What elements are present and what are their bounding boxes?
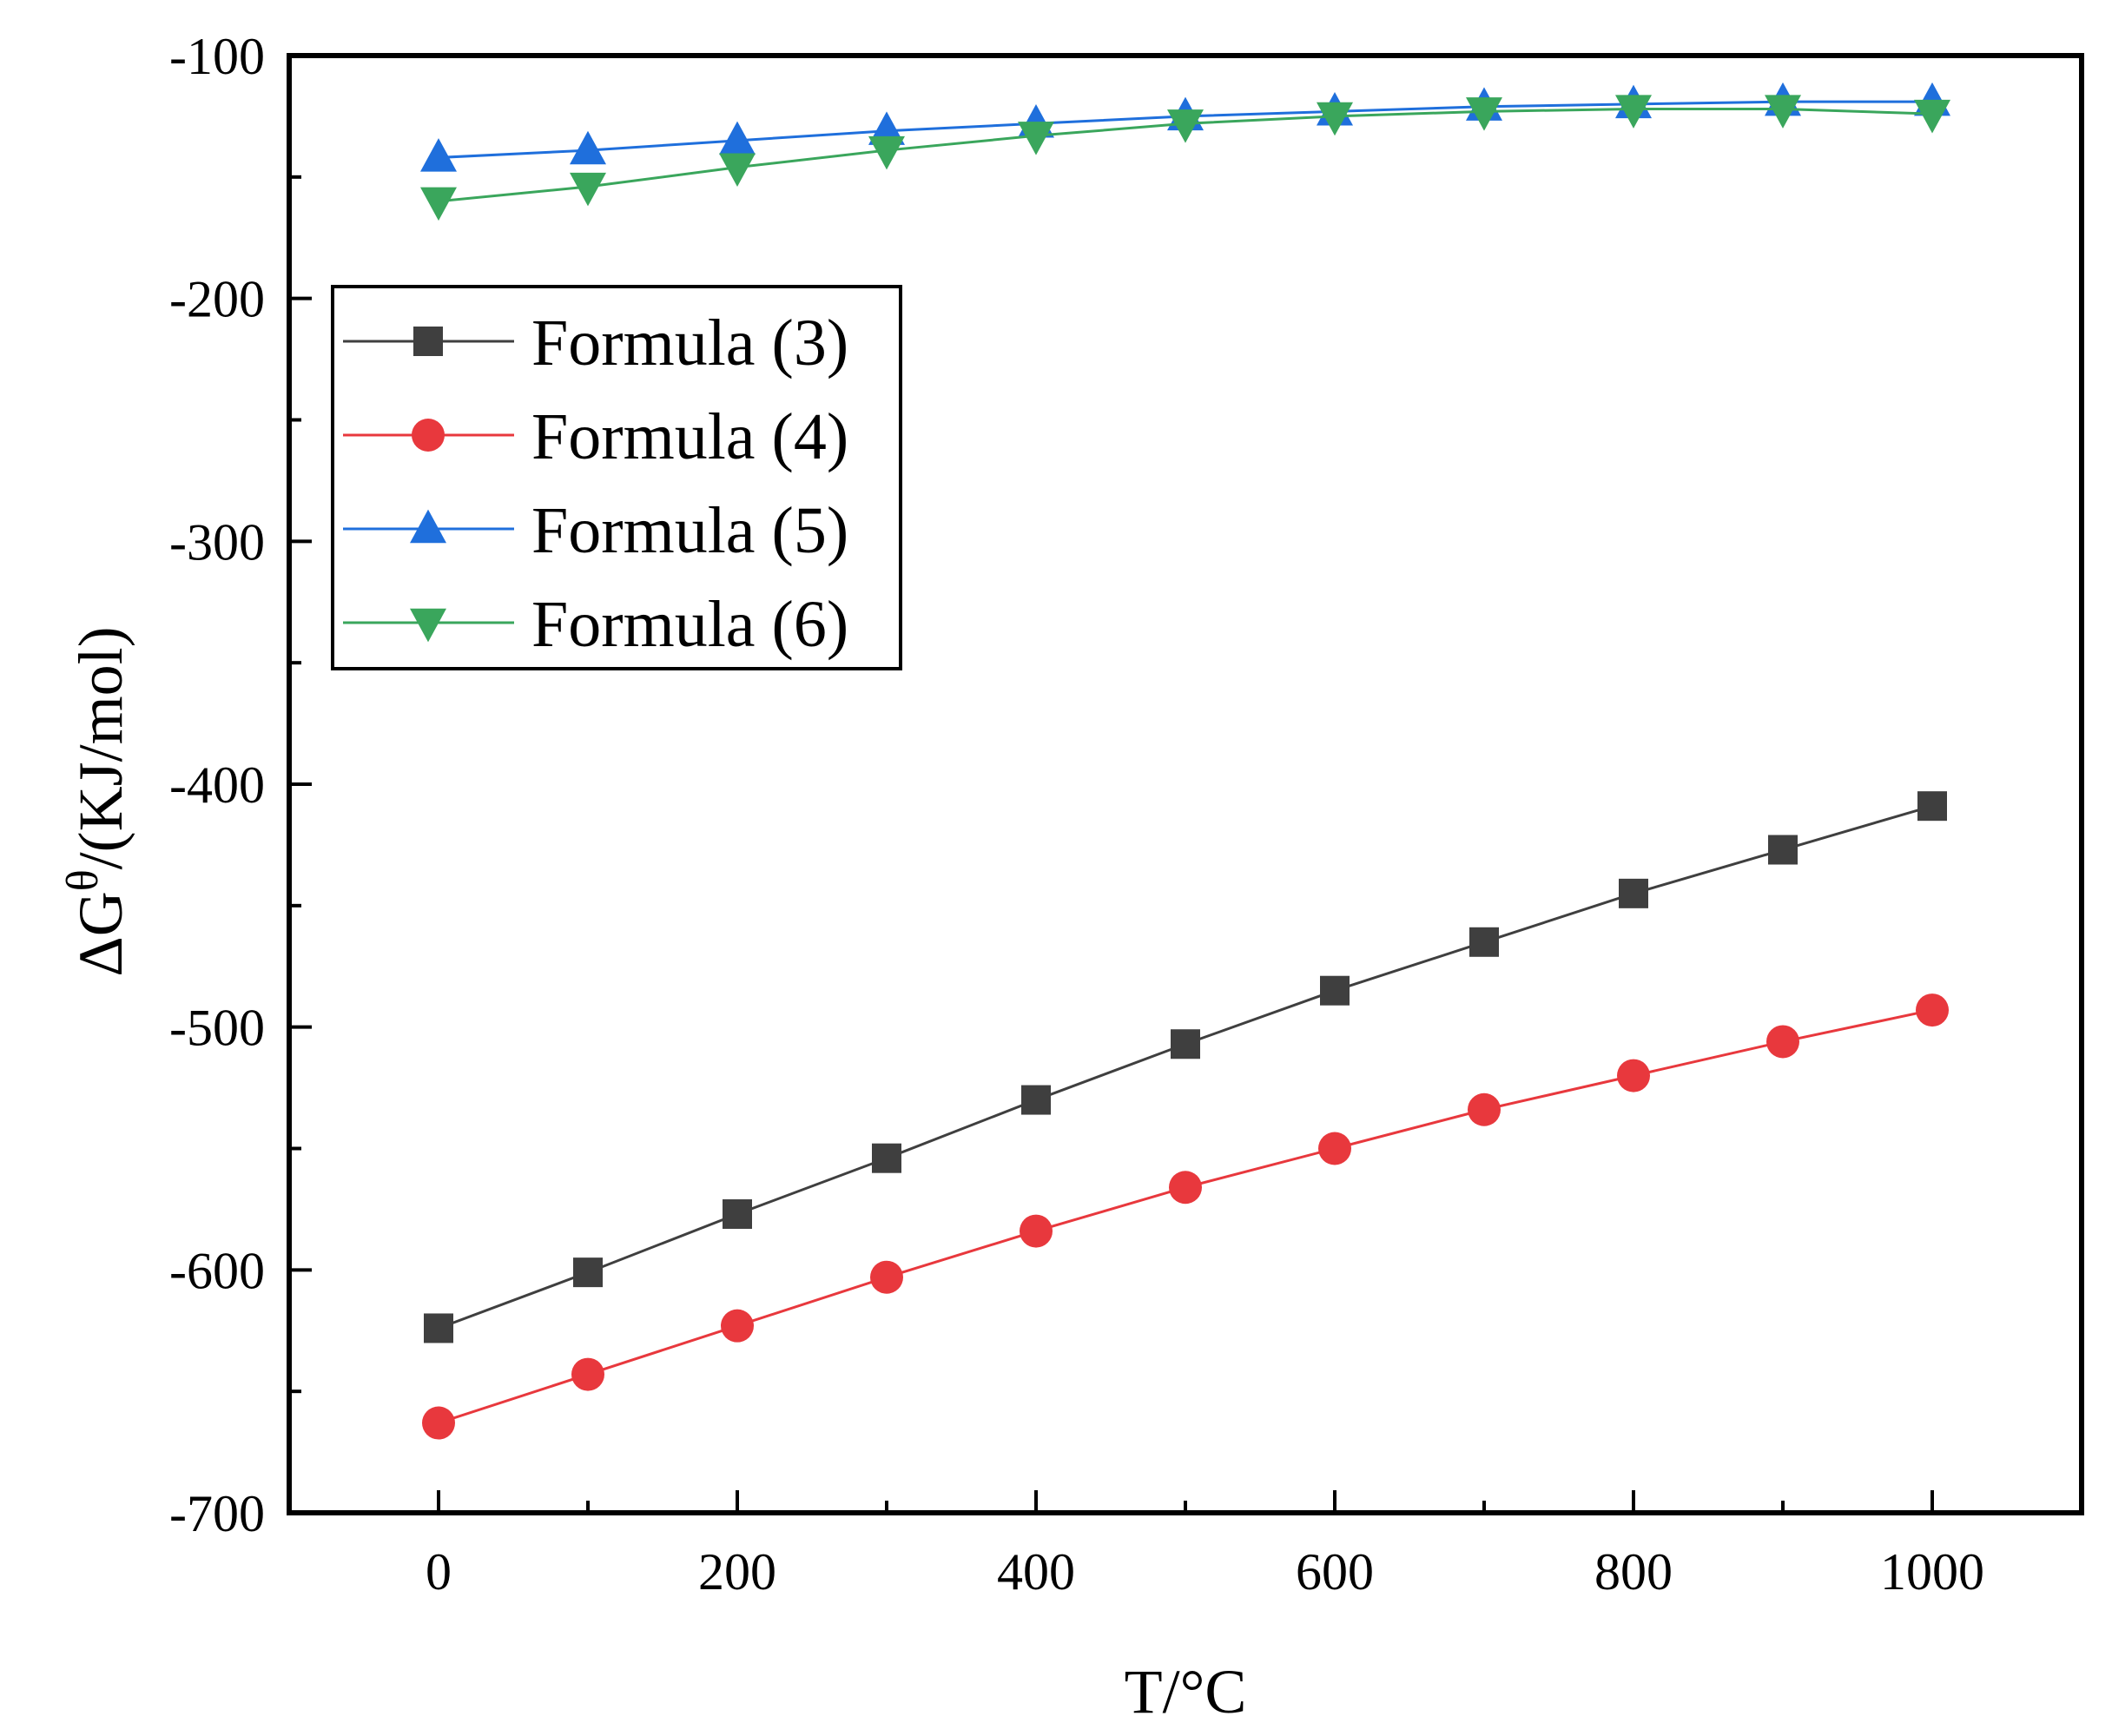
data-point xyxy=(1318,1132,1351,1165)
x-tick-label: 200 xyxy=(698,1543,776,1601)
data-point xyxy=(1766,1025,1799,1059)
legend-item: Formula (6) xyxy=(343,588,848,661)
data-point xyxy=(1617,1059,1650,1092)
data-point xyxy=(1914,99,1950,134)
axis-ticks: 0 200 400 600 800 1000 -100 -200 -300 -400 -500 -60… xyxy=(169,28,1984,1601)
y-axis-title-superscript: θ xyxy=(58,869,108,891)
data-point xyxy=(1765,95,1801,129)
data-point xyxy=(723,1199,752,1230)
x-axis-title: T/°C xyxy=(1125,1657,1247,1726)
data-point xyxy=(870,1260,903,1294)
legend-item: Formula (3) xyxy=(343,307,848,380)
data-point xyxy=(721,1309,754,1343)
series-6 xyxy=(420,95,1950,221)
data-point xyxy=(868,135,905,170)
data-point xyxy=(570,172,606,207)
data-point xyxy=(1468,1092,1501,1126)
data-point xyxy=(872,1143,901,1173)
svg-text:ΔGθ/(KJ/mol): ΔGθ/(KJ/mol) xyxy=(58,626,135,976)
series-4 xyxy=(422,993,1949,1440)
x-tick-label: 0 xyxy=(426,1543,452,1601)
y-tick-label: -100 xyxy=(169,28,265,85)
data-point xyxy=(1317,102,1353,136)
legend-marker xyxy=(410,608,446,643)
data-point xyxy=(422,1406,455,1440)
data-point xyxy=(424,1313,453,1343)
data-point xyxy=(1916,993,1949,1027)
data-point xyxy=(1167,109,1204,143)
data-point xyxy=(1615,95,1652,129)
x-tick-label: 1000 xyxy=(1880,1543,1984,1601)
data-point xyxy=(570,130,606,165)
data-point xyxy=(1020,1214,1053,1248)
y-tick-label: -400 xyxy=(169,756,265,814)
data-point xyxy=(1466,97,1502,131)
data-point xyxy=(571,1357,604,1391)
series-layer xyxy=(420,82,1950,1440)
legend-marker xyxy=(412,419,445,452)
legend: Formula (3) Formula (4) Formula (5) Formula… xyxy=(331,285,902,670)
data-point xyxy=(1917,791,1947,822)
data-point xyxy=(719,153,756,187)
y-tick-label: -300 xyxy=(169,513,265,571)
y-tick-label: -600 xyxy=(169,1242,265,1299)
legend-label: Formula (6) xyxy=(531,588,848,661)
x-tick-label: 600 xyxy=(1296,1543,1374,1601)
series-3 xyxy=(424,791,1947,1343)
data-point xyxy=(573,1257,603,1288)
data-point xyxy=(1018,122,1054,155)
x-tick-label: 400 xyxy=(997,1543,1075,1601)
y-tick-label: -500 xyxy=(169,1000,265,1057)
data-point xyxy=(420,187,457,221)
data-point xyxy=(1619,878,1648,908)
legend-label: Formula (3) xyxy=(531,307,848,380)
data-point xyxy=(1171,1029,1200,1059)
y-tick-label: -700 xyxy=(169,1485,265,1542)
y-axis-title-suffix: /(KJ/mol) xyxy=(66,626,135,869)
data-point xyxy=(420,138,457,172)
y-axis-title-prefix: ΔG xyxy=(66,891,135,976)
x-tick-label: 800 xyxy=(1594,1543,1673,1601)
legend-label: Formula (4) xyxy=(531,400,848,473)
data-point xyxy=(1320,975,1350,1006)
legend-item: Formula (5) xyxy=(343,494,848,567)
legend-item: Formula (4) xyxy=(343,400,848,473)
plot-frame xyxy=(287,53,2084,1515)
legend-marker xyxy=(410,509,446,544)
data-point xyxy=(1469,927,1499,957)
data-point xyxy=(1021,1085,1051,1115)
legend-label: Formula (5) xyxy=(531,494,848,567)
data-point xyxy=(1768,835,1798,865)
y-axis-title: ΔGθ/(KJ/mol) xyxy=(58,626,135,976)
legend-marker xyxy=(413,327,443,356)
y-tick-label: -200 xyxy=(169,271,265,328)
data-point xyxy=(719,121,756,155)
data-point xyxy=(1169,1171,1202,1205)
